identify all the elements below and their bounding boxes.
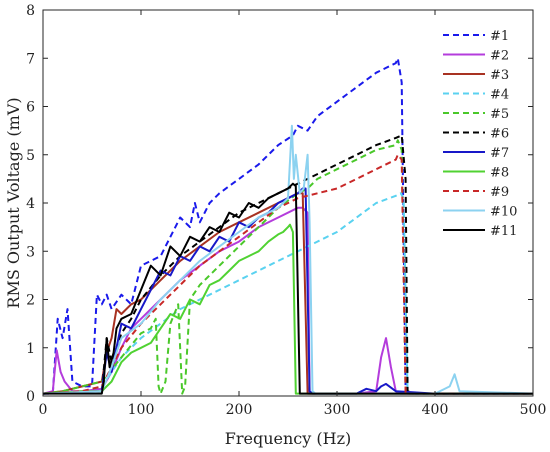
x-tick-label: 300 [324, 402, 351, 418]
series-line-4 [43, 192, 533, 395]
y-tick-label: 7 [26, 51, 35, 67]
legend-label-3: #3 [490, 68, 509, 83]
legend-label-11: #11 [490, 224, 517, 239]
series-layer [43, 57, 533, 395]
x-tick-label: 400 [422, 402, 449, 418]
y-tick-label: 5 [26, 148, 35, 164]
y-axis-ticks: 0 1 2 3 4 5 6 7 8 [26, 3, 533, 405]
legend-label-10: #10 [490, 205, 517, 220]
legend-label-4: #4 [490, 88, 509, 103]
y-tick-label: 2 [26, 293, 35, 309]
series-line-9 [43, 153, 533, 395]
x-axis-label: Frequency (Hz) [225, 429, 352, 448]
x-tick-label: 500 [520, 402, 547, 418]
legend-label-7: #7 [490, 146, 509, 161]
series-line-2 [43, 206, 533, 395]
legend-label-9: #9 [490, 185, 509, 200]
series-line-11 [43, 182, 533, 395]
legend-label-8: #8 [490, 166, 509, 181]
y-tick-label: 6 [26, 100, 35, 116]
y-tick-label: 1 [26, 341, 35, 357]
legend-label-5: #5 [490, 107, 509, 122]
legend-label-2: #2 [490, 49, 509, 64]
x-tick-label: 0 [39, 402, 48, 418]
y-tick-label: 3 [26, 244, 35, 260]
series-line-1 [43, 57, 533, 395]
y-axis-label: RMS Output Voltage (mV) [4, 97, 23, 308]
y-tick-label: 8 [26, 3, 35, 19]
series-line-8 [43, 223, 533, 395]
legend-label-1: #1 [490, 29, 509, 44]
x-tick-label: 200 [226, 402, 253, 418]
y-tick-label: 4 [26, 196, 35, 212]
x-axis-ticks: 0 100 200 300 400 500 [39, 10, 547, 418]
legend: #1 #2 #3 #4 #5 #6 #7 #8 #9 #10 #11 [443, 29, 517, 239]
y-tick-label: 0 [26, 389, 35, 405]
series-line-5 [43, 139, 533, 395]
legend-label-6: #6 [490, 127, 509, 142]
x-tick-label: 100 [128, 402, 155, 418]
